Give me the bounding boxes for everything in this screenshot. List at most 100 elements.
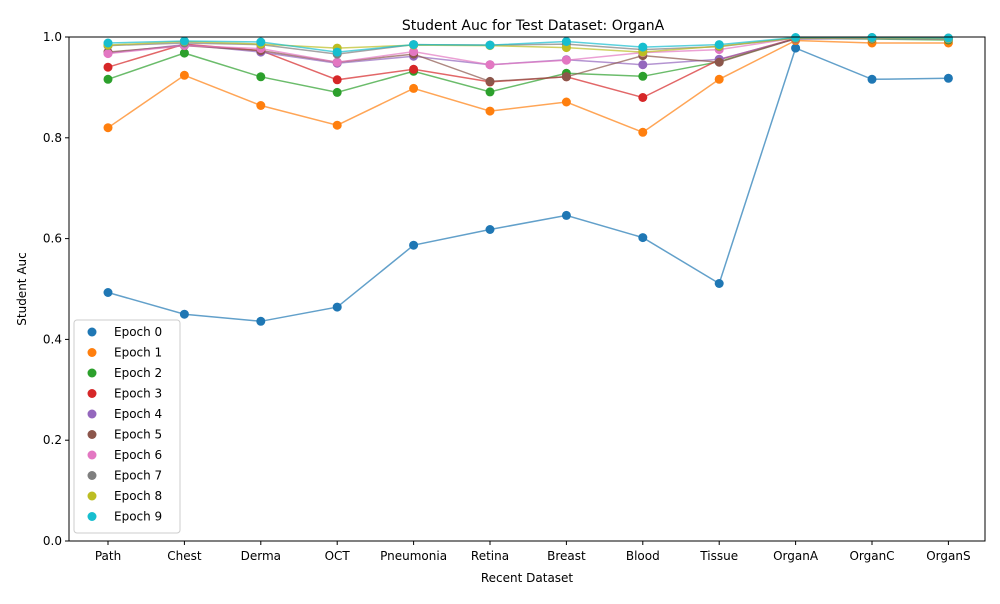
data-point bbox=[332, 47, 342, 57]
x-axis-title: Recent Dataset bbox=[481, 571, 574, 585]
x-tick-label: Path bbox=[95, 549, 121, 563]
data-point bbox=[179, 70, 189, 80]
legend-label: Epoch 0 bbox=[114, 325, 162, 339]
legend-label: Epoch 4 bbox=[114, 407, 162, 421]
legend-marker bbox=[87, 327, 97, 337]
x-tick-label: OCT bbox=[325, 549, 351, 563]
legend-label: Epoch 3 bbox=[114, 387, 162, 401]
data-point bbox=[638, 60, 648, 70]
data-point bbox=[103, 288, 113, 297]
data-point bbox=[485, 76, 495, 86]
data-point bbox=[103, 123, 113, 133]
data-point bbox=[638, 71, 648, 81]
y-axis-title: Student Auc bbox=[15, 252, 29, 325]
data-point bbox=[485, 60, 495, 70]
x-tick-label: Retina bbox=[471, 549, 509, 563]
legend-label: Epoch 6 bbox=[114, 448, 162, 462]
data-point bbox=[485, 87, 495, 97]
data-point bbox=[256, 37, 266, 47]
data-point bbox=[409, 83, 419, 93]
y-tick-label: 0.8 bbox=[43, 131, 62, 145]
legend-marker bbox=[87, 512, 97, 521]
data-point bbox=[179, 309, 189, 319]
data-point bbox=[256, 72, 266, 82]
data-point bbox=[561, 37, 571, 46]
y-axis: 0.0 0.2 0.4 0.6 0.8 1.0 bbox=[43, 30, 69, 548]
data-point bbox=[638, 93, 648, 102]
data-point bbox=[332, 120, 342, 130]
legend-marker bbox=[87, 430, 97, 439]
data-point bbox=[103, 49, 113, 59]
data-point bbox=[409, 40, 419, 50]
data-point bbox=[638, 127, 648, 137]
x-tick-label: OrganS bbox=[926, 549, 970, 563]
data-point bbox=[256, 101, 266, 110]
data-point bbox=[409, 240, 419, 250]
y-tick-label: 0.0 bbox=[43, 534, 62, 548]
data-point bbox=[561, 97, 571, 107]
data-point bbox=[179, 48, 189, 58]
x-tick-label: Blood bbox=[626, 549, 660, 563]
data-point bbox=[332, 87, 342, 97]
series-line bbox=[107, 39, 949, 134]
legend-marker bbox=[87, 471, 97, 480]
data-point bbox=[638, 233, 648, 243]
data-point bbox=[867, 74, 877, 84]
x-axis: Path Chest Derma OCT Pneumonia Retina Breast Bl… bbox=[95, 541, 971, 563]
legend-box bbox=[73, 319, 181, 534]
legend-label: Epoch 5 bbox=[114, 428, 162, 442]
legend-label: Epoch 1 bbox=[114, 346, 162, 360]
plot-frame bbox=[68, 36, 986, 542]
data-point bbox=[561, 210, 571, 220]
data-point bbox=[714, 74, 724, 84]
data-point bbox=[791, 43, 801, 53]
data-point bbox=[485, 40, 495, 50]
series-line bbox=[107, 47, 949, 323]
legend-label: Epoch 9 bbox=[114, 510, 162, 524]
data-point bbox=[714, 57, 724, 67]
y-tick-label: 1.0 bbox=[43, 30, 62, 44]
data-point bbox=[943, 73, 953, 83]
data-point bbox=[561, 55, 571, 65]
data-point bbox=[485, 225, 495, 234]
x-tick-label: Tissue bbox=[699, 549, 738, 563]
legend-marker bbox=[87, 348, 97, 357]
legend-marker bbox=[87, 368, 97, 378]
y-tick-label: 0.6 bbox=[43, 232, 62, 246]
data-point bbox=[714, 40, 724, 50]
data-point bbox=[943, 33, 953, 43]
x-tick-label: Pneumonia bbox=[380, 549, 447, 563]
chart-title: Student Auc for Test Dataset: OrganA bbox=[402, 18, 665, 34]
x-tick-label: OrganA bbox=[773, 549, 819, 563]
data-point bbox=[332, 75, 342, 85]
series-epoch-0 bbox=[103, 43, 953, 326]
legend-marker bbox=[87, 491, 97, 501]
series-layer bbox=[103, 33, 953, 326]
data-point bbox=[485, 106, 495, 116]
x-tick-label: Derma bbox=[241, 549, 281, 563]
data-point bbox=[332, 302, 342, 312]
x-tick-label: Breast bbox=[547, 549, 586, 563]
y-tick-label: 0.4 bbox=[43, 332, 62, 346]
data-point bbox=[103, 38, 113, 48]
data-point bbox=[103, 62, 113, 72]
data-point bbox=[714, 279, 724, 288]
data-point bbox=[179, 36, 189, 46]
y-tick-label: 0.2 bbox=[43, 433, 62, 447]
legend-label: Epoch 8 bbox=[114, 489, 162, 503]
data-point bbox=[409, 64, 419, 74]
data-point bbox=[561, 72, 571, 82]
legend-label: Epoch 2 bbox=[114, 366, 162, 380]
legend-marker bbox=[87, 450, 97, 460]
data-point bbox=[103, 74, 113, 84]
data-point bbox=[638, 42, 648, 52]
legend-label: Epoch 7 bbox=[114, 469, 162, 483]
data-point bbox=[409, 47, 419, 57]
x-tick-label: OrganC bbox=[849, 549, 894, 563]
legend-marker bbox=[87, 409, 97, 419]
data-point bbox=[256, 316, 266, 326]
x-tick-label: Chest bbox=[167, 549, 202, 563]
data-point bbox=[332, 57, 342, 67]
